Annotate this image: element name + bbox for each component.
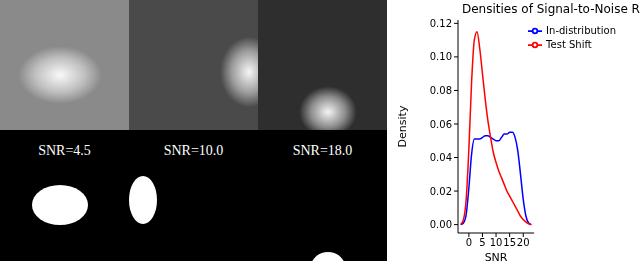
html-text:Test Shift: Test Shift xyxy=(546,39,592,50)
svg-text:0.08: 0.08 xyxy=(430,85,452,96)
svg-text:5: 5 xyxy=(479,237,485,248)
svg-text:0.04: 0.04 xyxy=(430,152,452,163)
svg-text:15: 15 xyxy=(503,237,516,248)
svg-text:0.12: 0.12 xyxy=(430,18,452,29)
svg-text:SNR=4.5: SNR=4.5 xyxy=(38,143,91,158)
svg-text:SNR: SNR xyxy=(485,251,508,261)
svg-text:SNR=10.0: SNR=10.0 xyxy=(164,143,224,158)
svg-text:0.10: 0.10 xyxy=(430,51,452,62)
svg-text:0.02: 0.02 xyxy=(430,186,452,197)
svg-text:Density: Density xyxy=(396,105,409,147)
html-text:In-distribution: In-distribution xyxy=(546,25,616,36)
svg-text:0.06: 0.06 xyxy=(430,119,452,130)
svg-text:10: 10 xyxy=(490,237,503,248)
svg-text:SNR=18.0: SNR=18.0 xyxy=(293,143,353,158)
svg-text:20: 20 xyxy=(517,237,530,248)
svg-text:0: 0 xyxy=(466,237,472,248)
svg-text:0.00: 0.00 xyxy=(430,219,452,230)
